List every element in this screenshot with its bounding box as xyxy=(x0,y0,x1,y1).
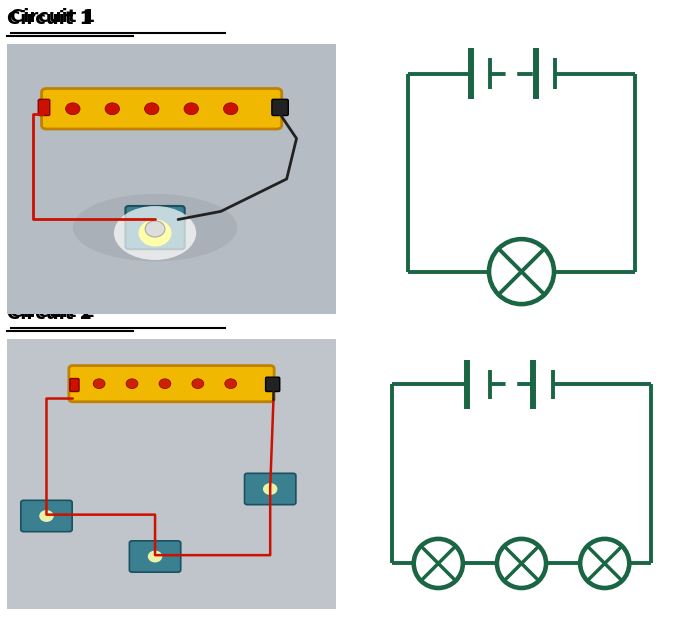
Circle shape xyxy=(93,379,105,389)
Circle shape xyxy=(126,379,138,389)
FancyBboxPatch shape xyxy=(272,99,288,116)
FancyBboxPatch shape xyxy=(130,541,181,572)
Text: Circuit 2: Circuit 2 xyxy=(7,305,92,323)
Circle shape xyxy=(223,103,238,115)
FancyBboxPatch shape xyxy=(21,501,72,532)
Circle shape xyxy=(105,103,120,115)
Circle shape xyxy=(159,379,171,389)
Text: Circuit 1: Circuit 1 xyxy=(7,10,92,28)
Circle shape xyxy=(184,103,199,115)
FancyBboxPatch shape xyxy=(125,206,185,249)
Circle shape xyxy=(145,221,165,237)
Circle shape xyxy=(66,103,80,115)
FancyBboxPatch shape xyxy=(41,89,281,129)
Text: Circuit 2: Circuit 2 xyxy=(10,303,96,321)
Circle shape xyxy=(148,551,162,563)
Circle shape xyxy=(139,219,172,246)
Text: Circuit 1: Circuit 1 xyxy=(10,8,96,26)
FancyBboxPatch shape xyxy=(69,365,274,402)
Circle shape xyxy=(39,510,54,522)
FancyBboxPatch shape xyxy=(265,377,280,391)
Ellipse shape xyxy=(73,194,237,261)
FancyBboxPatch shape xyxy=(38,99,50,116)
FancyBboxPatch shape xyxy=(70,379,79,391)
Circle shape xyxy=(263,483,277,495)
FancyBboxPatch shape xyxy=(244,474,296,505)
Circle shape xyxy=(192,379,204,389)
Circle shape xyxy=(144,103,159,115)
Ellipse shape xyxy=(114,206,196,260)
Circle shape xyxy=(225,379,237,389)
